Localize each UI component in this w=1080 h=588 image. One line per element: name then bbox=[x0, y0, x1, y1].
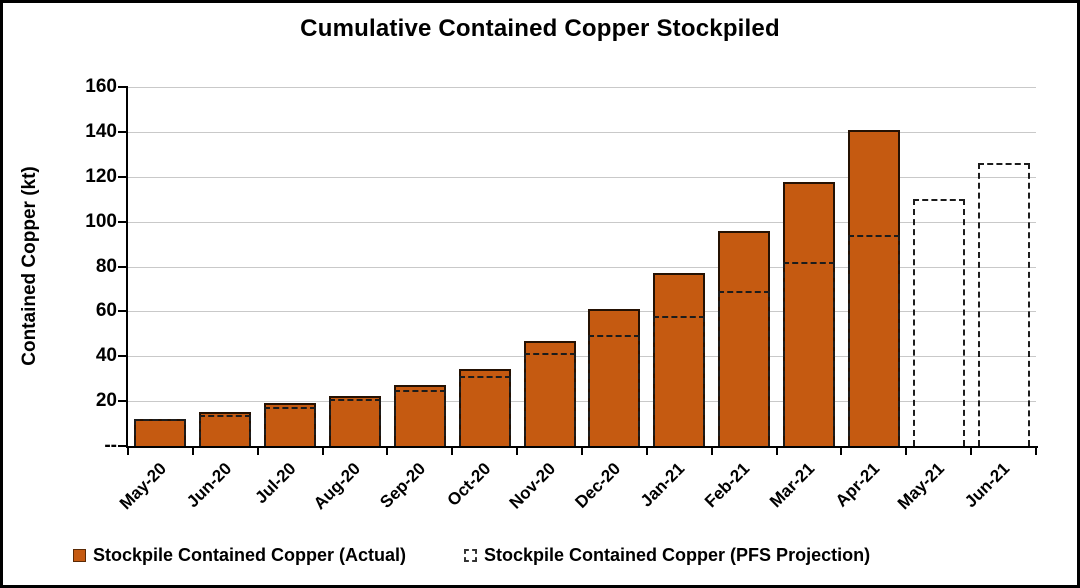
x-axis-tick bbox=[516, 448, 519, 455]
y-tick-label: 140 bbox=[85, 120, 117, 142]
legend-label-projection: Stockpile Contained Copper (PFS Projecti… bbox=[484, 545, 871, 565]
y-axis-tick bbox=[118, 400, 126, 403]
x-axis-tick bbox=[321, 448, 324, 455]
y-axis-title: Contained Copper (kt) bbox=[19, 166, 40, 366]
bar-projection bbox=[718, 291, 771, 446]
bar-actual bbox=[588, 309, 641, 446]
y-axis-line bbox=[126, 86, 128, 448]
legend-label-actual: Stockpile Contained Copper (Actual) bbox=[93, 545, 407, 565]
legend: Stockpile Contained Copper (Actual) Stoc… bbox=[73, 545, 870, 566]
y-axis-tick bbox=[118, 445, 126, 447]
x-tick-label: Jun-21 bbox=[960, 459, 1014, 512]
y-tick-label: 100 bbox=[85, 210, 117, 232]
gridline bbox=[128, 266, 1036, 268]
x-axis-tick bbox=[840, 448, 843, 455]
dashed-square-icon bbox=[464, 549, 478, 562]
x-tick-label: Oct-20 bbox=[443, 459, 495, 510]
x-axis-tick bbox=[1035, 448, 1037, 455]
chart-title: Cumulative Contained Copper Stockpiled bbox=[300, 15, 780, 42]
x-tick-label: May-21 bbox=[893, 459, 949, 514]
y-axis-tick bbox=[118, 175, 126, 178]
x-tick-label: Feb-21 bbox=[701, 459, 754, 512]
legend-item-actual: Stockpile Contained Copper (Actual) bbox=[73, 545, 406, 566]
bar-projection bbox=[134, 419, 187, 446]
y-tick-label: -- bbox=[104, 435, 117, 456]
y-tick-label: 80 bbox=[95, 255, 117, 277]
gridline bbox=[128, 176, 1036, 178]
gridline bbox=[128, 131, 1036, 133]
x-axis-tick bbox=[191, 448, 194, 455]
gridline bbox=[128, 311, 1036, 313]
x-tick-label: Sep-20 bbox=[376, 459, 430, 512]
x-tick-label: Jun-20 bbox=[182, 459, 235, 512]
bar-actual bbox=[847, 130, 900, 446]
y-axis-tick bbox=[118, 130, 126, 133]
bar-projection bbox=[977, 163, 1030, 446]
x-axis-tick bbox=[127, 448, 129, 455]
y-axis-tick bbox=[118, 220, 126, 223]
y-axis-tick bbox=[118, 265, 126, 268]
x-axis-line bbox=[126, 446, 1038, 448]
gridline bbox=[128, 221, 1036, 223]
x-axis-tick bbox=[451, 448, 454, 455]
bar-projection bbox=[912, 199, 965, 446]
x-tick-label: Aug-20 bbox=[310, 459, 365, 514]
bar-projection bbox=[393, 390, 446, 446]
gridline bbox=[128, 401, 1036, 403]
gridline bbox=[128, 87, 1036, 88]
bar-projection bbox=[523, 353, 576, 446]
bar-projection bbox=[458, 376, 511, 446]
bar-projection bbox=[783, 262, 835, 446]
x-axis-tick bbox=[710, 448, 713, 455]
legend-item-projection: Stockpile Contained Copper (PFS Projecti… bbox=[464, 545, 870, 566]
y-tick-label: 40 bbox=[95, 345, 117, 367]
x-tick-label: Dec-20 bbox=[571, 459, 624, 512]
x-axis-tick bbox=[775, 448, 778, 455]
y-axis-tick bbox=[118, 86, 126, 88]
plot-area bbox=[128, 87, 1036, 446]
x-tick-label: Mar-21 bbox=[766, 459, 819, 512]
x-axis-tick bbox=[386, 448, 389, 455]
filled-square-icon bbox=[73, 549, 86, 562]
bar-projection bbox=[847, 235, 900, 446]
y-tick-label: 60 bbox=[95, 300, 117, 322]
bar-projection bbox=[264, 407, 317, 446]
x-axis-tick bbox=[645, 448, 648, 455]
x-axis-tick bbox=[581, 448, 583, 455]
y-tick-label: 20 bbox=[95, 390, 117, 412]
x-tick-label: May-20 bbox=[115, 459, 170, 514]
x-tick-label: Jul-20 bbox=[251, 459, 300, 508]
x-axis-tick bbox=[905, 448, 908, 455]
gridline bbox=[128, 356, 1036, 358]
x-axis-tick bbox=[970, 448, 973, 455]
y-tick-label: 120 bbox=[85, 165, 117, 187]
bar-projection bbox=[199, 415, 252, 446]
x-tick-label: Apr-21 bbox=[831, 459, 884, 511]
x-axis-tick bbox=[256, 448, 259, 455]
x-tick-label: Nov-20 bbox=[505, 459, 560, 513]
y-axis-tick bbox=[118, 310, 126, 313]
bar-projection bbox=[588, 335, 641, 446]
y-tick-label: 160 bbox=[85, 76, 117, 97]
x-tick-label: Jan-21 bbox=[637, 459, 689, 511]
bar-projection bbox=[329, 399, 381, 446]
bar-projection bbox=[653, 316, 706, 446]
y-axis-tick bbox=[118, 355, 126, 358]
